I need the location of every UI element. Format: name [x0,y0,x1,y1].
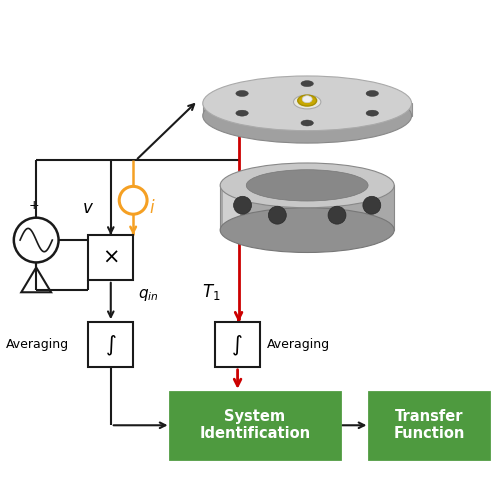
Ellipse shape [301,80,314,86]
Ellipse shape [366,90,378,96]
Ellipse shape [301,120,314,126]
Polygon shape [220,186,394,230]
Ellipse shape [294,95,321,109]
Text: Transfer
Function: Transfer Function [394,409,464,442]
Circle shape [363,196,381,214]
Text: +: + [28,198,40,211]
Ellipse shape [302,96,312,102]
FancyBboxPatch shape [170,392,340,459]
Ellipse shape [236,110,248,116]
Ellipse shape [203,76,412,130]
Text: System
Identification: System Identification [200,409,310,442]
Ellipse shape [246,170,368,201]
Text: $v$: $v$ [82,198,94,216]
Text: ×: × [102,248,120,268]
Ellipse shape [366,110,378,116]
Ellipse shape [220,208,394,252]
Circle shape [234,196,252,214]
Polygon shape [222,186,240,230]
Text: $i$: $i$ [149,198,156,216]
Ellipse shape [298,95,316,106]
FancyBboxPatch shape [88,322,133,367]
Text: $q_{in}$: $q_{in}$ [138,288,159,304]
FancyBboxPatch shape [215,322,260,367]
Circle shape [268,206,286,224]
Ellipse shape [236,90,248,96]
Ellipse shape [203,88,412,143]
Polygon shape [203,104,412,116]
Text: Averaging: Averaging [6,338,70,351]
FancyBboxPatch shape [88,235,133,280]
Text: Averaging: Averaging [268,338,330,351]
Ellipse shape [220,163,394,208]
Text: ∫: ∫ [106,334,116,354]
Text: $T_1$: $T_1$ [202,282,220,302]
Circle shape [328,206,346,224]
FancyBboxPatch shape [370,392,488,459]
Text: ∫: ∫ [232,334,243,354]
